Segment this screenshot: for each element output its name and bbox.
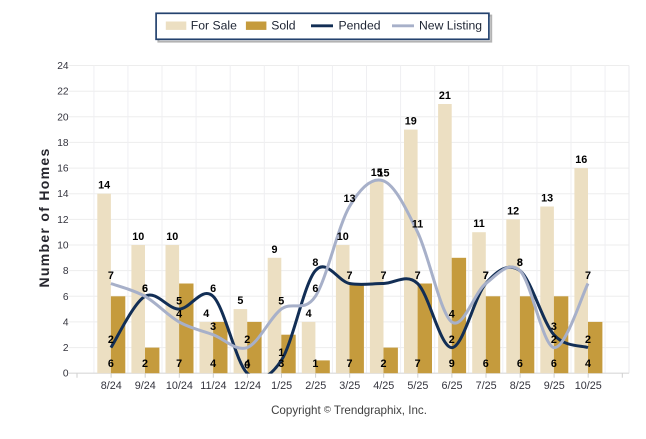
svg-text:20: 20: [57, 112, 69, 123]
svg-text:2: 2: [142, 358, 148, 370]
svg-text:13: 13: [343, 193, 355, 205]
svg-text:11: 11: [473, 218, 484, 230]
svg-text:5: 5: [176, 296, 182, 308]
svg-text:3: 3: [278, 358, 284, 370]
svg-text:2: 2: [244, 334, 250, 346]
svg-text:New Listing: New Listing: [419, 19, 482, 33]
svg-text:5/25: 5/25: [407, 380, 428, 392]
svg-text:16: 16: [575, 154, 587, 166]
svg-text:3: 3: [551, 321, 557, 333]
svg-text:5: 5: [278, 296, 284, 308]
svg-text:2/25: 2/25: [305, 380, 326, 392]
svg-text:15: 15: [371, 167, 383, 179]
svg-text:7: 7: [415, 270, 421, 282]
svg-text:4: 4: [449, 308, 455, 320]
svg-text:7: 7: [585, 270, 591, 282]
svg-text:7: 7: [483, 270, 489, 282]
svg-text:22: 22: [57, 87, 69, 98]
svg-text:11: 11: [412, 219, 423, 231]
svg-text:7: 7: [108, 270, 114, 282]
svg-text:8/24: 8/24: [101, 380, 122, 392]
svg-text:5: 5: [237, 295, 243, 307]
svg-text:10: 10: [337, 231, 349, 243]
svg-text:9/24: 9/24: [135, 380, 156, 392]
svg-text:7: 7: [346, 270, 352, 282]
svg-text:2: 2: [551, 334, 557, 346]
svg-text:9: 9: [449, 358, 455, 370]
svg-text:24: 24: [57, 61, 69, 72]
svg-text:7/25: 7/25: [476, 380, 497, 392]
svg-text:10/25: 10/25: [575, 380, 602, 392]
svg-text:11/24: 11/24: [200, 380, 226, 392]
svg-text:6: 6: [517, 358, 523, 370]
svg-text:7: 7: [415, 358, 421, 370]
svg-text:7: 7: [346, 358, 352, 370]
svg-text:6: 6: [142, 283, 148, 295]
svg-text:Copyright © Trendgraphix, Inc.: Copyright © Trendgraphix, Inc.: [271, 404, 427, 417]
svg-text:6: 6: [63, 292, 69, 303]
svg-text:6: 6: [210, 283, 216, 295]
svg-text:6: 6: [142, 283, 148, 295]
svg-text:0: 0: [244, 360, 250, 372]
svg-text:7: 7: [380, 270, 386, 282]
svg-text:9/25: 9/25: [544, 380, 565, 392]
svg-text:2: 2: [63, 343, 69, 354]
svg-text:7: 7: [483, 270, 489, 282]
svg-text:6/25: 6/25: [441, 380, 462, 392]
svg-text:2: 2: [380, 358, 386, 370]
svg-text:10: 10: [132, 231, 144, 243]
svg-text:10: 10: [57, 241, 69, 252]
svg-text:For Sale: For Sale: [191, 19, 237, 33]
svg-text:4: 4: [585, 358, 591, 370]
svg-text:4: 4: [210, 358, 216, 370]
svg-text:Number of Homes: Number of Homes: [36, 147, 52, 287]
svg-text:4: 4: [176, 308, 182, 320]
svg-text:21: 21: [439, 90, 451, 102]
svg-text:6: 6: [108, 358, 114, 370]
svg-text:1/25: 1/25: [271, 380, 292, 392]
svg-text:7: 7: [176, 358, 182, 370]
svg-text:6: 6: [551, 358, 557, 370]
svg-text:4/25: 4/25: [373, 380, 394, 392]
svg-text:8/25: 8/25: [510, 380, 531, 392]
svg-text:6: 6: [312, 283, 318, 295]
svg-text:19: 19: [405, 116, 417, 128]
svg-text:8: 8: [517, 257, 523, 269]
svg-text:2: 2: [108, 334, 114, 346]
svg-text:0: 0: [63, 369, 69, 380]
svg-text:4: 4: [306, 308, 312, 320]
svg-text:4: 4: [63, 317, 69, 328]
svg-text:8: 8: [517, 257, 523, 269]
svg-text:14: 14: [57, 189, 69, 200]
svg-text:Sold: Sold: [271, 19, 295, 33]
svg-text:4: 4: [203, 308, 209, 320]
svg-text:9: 9: [271, 244, 277, 256]
svg-text:1: 1: [278, 347, 284, 359]
svg-text:3/25: 3/25: [339, 380, 360, 392]
svg-text:14: 14: [98, 180, 110, 192]
svg-text:4: 4: [244, 358, 250, 370]
svg-text:2: 2: [449, 334, 455, 346]
svg-text:18: 18: [57, 138, 69, 149]
svg-text:15: 15: [377, 167, 389, 179]
svg-text:6: 6: [483, 358, 489, 370]
svg-text:8: 8: [63, 266, 69, 277]
svg-text:12: 12: [57, 215, 69, 226]
svg-text:3: 3: [210, 321, 216, 333]
svg-text:10: 10: [166, 231, 178, 243]
svg-text:10/24: 10/24: [166, 380, 193, 392]
svg-text:Pended: Pended: [339, 19, 381, 33]
svg-text:2: 2: [585, 334, 591, 346]
svg-text:1: 1: [312, 358, 318, 370]
svg-text:12: 12: [507, 205, 519, 217]
svg-text:8: 8: [312, 257, 318, 269]
svg-text:16: 16: [57, 164, 69, 175]
svg-text:12/24: 12/24: [234, 380, 261, 392]
svg-text:13: 13: [541, 193, 553, 205]
